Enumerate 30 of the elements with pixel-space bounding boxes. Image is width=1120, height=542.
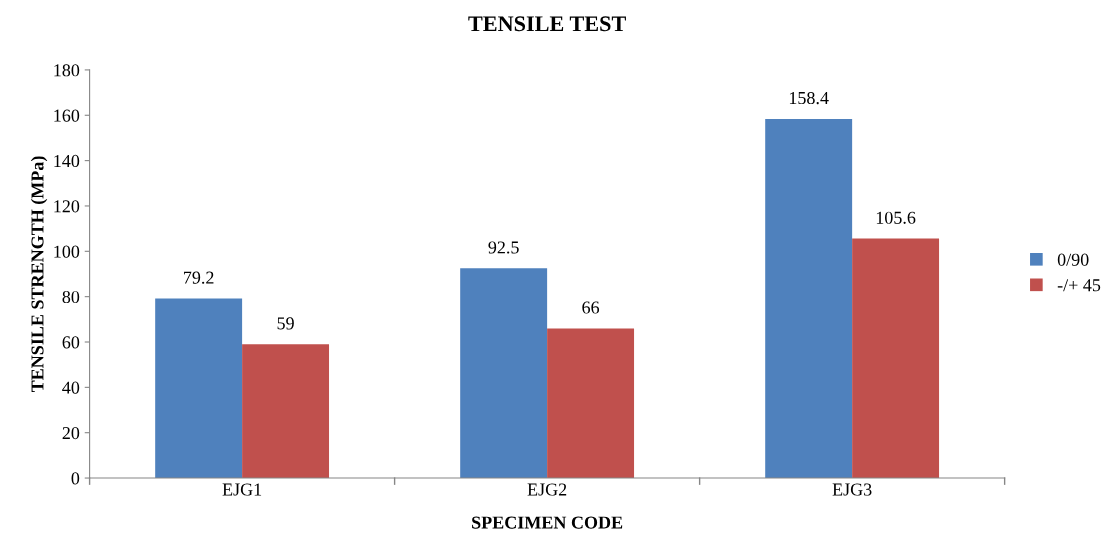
y-tick-label: 40	[62, 381, 80, 394]
bar	[155, 298, 243, 479]
legend-label: 0/90	[1057, 253, 1089, 266]
x-tick-label: EJG3	[832, 483, 872, 496]
x-tick-label: EJG1	[222, 483, 262, 496]
data-label: 79.2	[184, 271, 214, 284]
data-label: 66	[582, 301, 600, 314]
data-label: 59	[277, 317, 294, 330]
y-tick-label: 20	[62, 426, 80, 440]
y-tick-label: 60	[62, 336, 80, 349]
y-tick-label: 100	[54, 245, 80, 258]
x-tick-label: EJG2	[527, 483, 567, 496]
x-axis-title: SPECIMEN CODE	[472, 516, 623, 529]
y-tick-label: 140	[54, 154, 80, 168]
bar	[242, 344, 330, 479]
bar	[547, 328, 635, 479]
bar	[765, 118, 853, 479]
bar	[852, 238, 940, 479]
y-tick-label: 80	[62, 290, 80, 304]
data-label: 158.4	[789, 91, 829, 105]
y-tick-label: 120	[54, 200, 80, 213]
chart-title: TENSILE TEST	[468, 16, 626, 32]
bar	[460, 268, 548, 479]
y-tick-label: 0	[71, 472, 80, 485]
legend-label: -/+ 45	[1057, 279, 1101, 292]
data-label: 92.5	[488, 241, 519, 254]
y-tick-label: 160	[54, 109, 80, 122]
data-label: 105.6	[876, 211, 916, 224]
y-tick-label: 180	[54, 64, 80, 77]
y-axis-title: TENSILE STRENGTH (MPa)	[30, 156, 48, 393]
